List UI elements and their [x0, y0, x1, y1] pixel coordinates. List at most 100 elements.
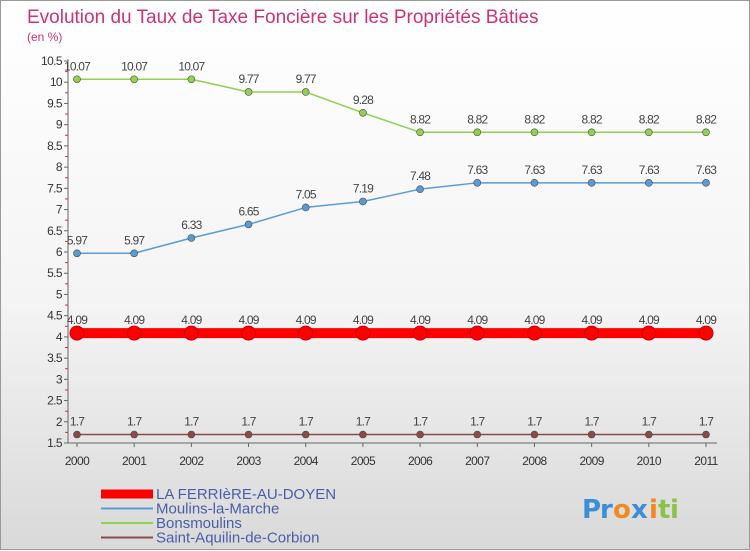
data-label: 5.97 [67, 233, 88, 247]
data-label: 8.82 [696, 112, 717, 126]
data-point [645, 179, 653, 187]
data-label: 7.48 [410, 169, 431, 183]
data-label: 9.28 [353, 93, 374, 107]
y-tick-label: 3 [56, 372, 63, 386]
data-point [473, 179, 482, 187]
data-label: 4.09 [524, 313, 545, 327]
x-tick-label: 2005 [351, 454, 376, 468]
y-tick-label: 6 [56, 245, 63, 259]
logo-letter: P [582, 495, 601, 525]
data-label: 1.7 [184, 415, 199, 429]
data-label: 8.82 [467, 112, 488, 126]
logo-letter: i [649, 495, 658, 525]
y-tick-label: 4.5 [47, 309, 63, 323]
data-point [130, 430, 138, 439]
x-tick-label: 2011 [694, 454, 718, 468]
logo-letter: i [670, 495, 679, 525]
data-label: 1.7 [299, 415, 314, 429]
legend-label: Moulins-la-Marche [156, 501, 279, 518]
data-label: 6.65 [238, 204, 259, 218]
y-tick-label: 9.5 [47, 96, 63, 110]
data-point [73, 430, 81, 439]
x-tick-label: 2009 [579, 454, 604, 468]
data-label: 1.7 [699, 415, 714, 429]
data-label: 10.07 [121, 59, 148, 73]
legend-label: Bonsmoulins [156, 515, 242, 532]
data-label: 1.7 [127, 415, 142, 429]
y-tick-label: 10 [50, 75, 63, 89]
data-label: 4.09 [582, 313, 603, 327]
data-label: 1.7 [470, 415, 485, 429]
series-4: 1.7 1.7 1.7 1.7 1.7 1.7 1.7 1.7 1.7 1.7 1.7 1.7 [70, 415, 715, 439]
data-point [526, 325, 542, 341]
y-tick-label: 4 [56, 330, 63, 344]
data-point [416, 185, 424, 193]
data-point [469, 325, 485, 341]
data-point [473, 128, 482, 137]
legend-label: LA FERRIèRE-AU-DOYEN [156, 486, 336, 503]
data-point [702, 430, 710, 439]
logo-letter: x [631, 495, 648, 525]
y-tick-label: 7.5 [47, 181, 63, 195]
data-label: 4.09 [410, 313, 431, 327]
y-tick-label: 3.5 [47, 351, 63, 365]
data-point [187, 430, 196, 439]
data-label: 9.77 [296, 72, 317, 86]
data-point [298, 325, 314, 341]
data-point [355, 325, 371, 341]
y-tick-label: 10.5 [41, 54, 63, 68]
y-tick-label: 8 [56, 160, 63, 174]
series-layer: 4.09 4.09 4.09 4.09 4.09 4.09 4.09 4.09 4.09 4.09… [64, 59, 718, 439]
data-point [645, 128, 653, 137]
data-point [584, 325, 600, 341]
data-label: 7.63 [524, 163, 545, 177]
data-label: 8.82 [582, 112, 603, 126]
x-tick-label: 2003 [236, 454, 261, 468]
legend: LA FERRIèRE-AU-DOYENMoulins-la-MarcheBon… [101, 486, 336, 547]
data-label: 4.09 [696, 313, 717, 327]
data-point [73, 75, 81, 84]
data-label: 1.7 [70, 415, 85, 429]
y-tick-label: 1.5 [47, 436, 63, 450]
data-label: 7.05 [296, 187, 317, 201]
series-line [77, 78, 706, 134]
data-label: 1.7 [241, 415, 256, 429]
data-point [641, 325, 657, 341]
data-point [301, 203, 310, 212]
data-label: 4.09 [353, 313, 374, 327]
data-label: 1.7 [527, 415, 542, 429]
series-2: 5.97 5.97 6.33 6.65 7.05 7.19 7.48 7.63 7.63 7.63… [67, 163, 718, 258]
data-label: 10.07 [178, 59, 205, 73]
data-point [73, 249, 81, 258]
logo-letter: r [600, 495, 613, 525]
data-label: 4.09 [296, 313, 317, 327]
logo-letter: t [658, 495, 670, 525]
data-point [530, 430, 539, 439]
x-tick-label: 2004 [294, 454, 319, 468]
data-point [416, 128, 424, 137]
y-tick-label: 2 [56, 415, 63, 429]
y-tick-label: 5.5 [47, 266, 63, 280]
data-label: 6.33 [181, 218, 202, 232]
data-point [587, 430, 596, 439]
data-point [473, 430, 482, 439]
data-label: 1.7 [642, 415, 657, 429]
data-point [359, 108, 367, 117]
data-point [130, 75, 138, 84]
data-point [645, 430, 653, 439]
data-point [359, 197, 367, 206]
x-tick-label: 2002 [179, 454, 204, 468]
data-point [244, 220, 253, 229]
series-line [77, 182, 706, 255]
data-label: 4.09 [467, 313, 488, 327]
x-tick-label: 2006 [408, 454, 433, 468]
data-point [301, 88, 310, 96]
data-point [702, 179, 710, 187]
y-tick-label: 6.5 [47, 224, 63, 238]
series-3: 10.07 10.07 10.07 9.77 9.77 9.28 8.82 8.82 8.82 8… [64, 59, 718, 137]
data-point [69, 325, 85, 341]
x-tick-label: 2010 [637, 454, 662, 468]
data-point [241, 325, 257, 341]
chart-title: Evolution du Taux de Taxe Foncière sur l… [27, 7, 539, 28]
